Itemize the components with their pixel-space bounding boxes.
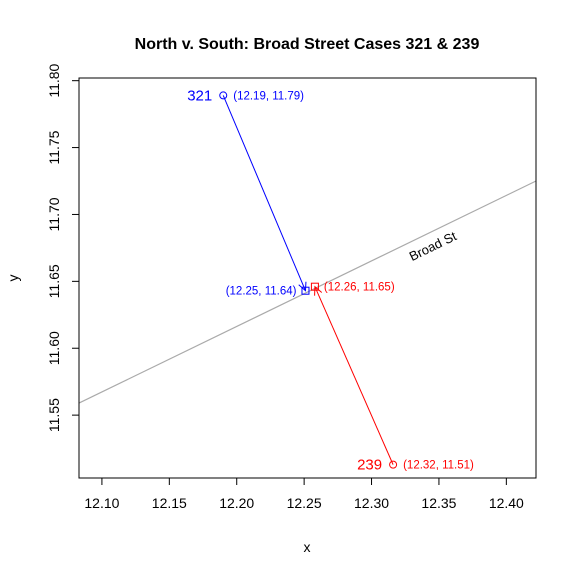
case-arrow xyxy=(314,286,394,465)
arrow-head xyxy=(314,285,323,296)
street-point-label: (12.26, 11.65) xyxy=(324,282,395,294)
x-tick-label: 12.20 xyxy=(219,495,254,511)
x-axis: 12.10 12.15 12.20 12.25 12.30 12.35 12.40 xyxy=(84,478,524,511)
case-321: 321 (12.19, 11.79) (12.25, 11.64) xyxy=(187,87,310,298)
broad-street-label: Broad St xyxy=(407,228,459,264)
chart-title: North v. South: Broad Street Cases 321 &… xyxy=(135,36,480,53)
y-tick-label: 11.60 xyxy=(46,331,62,365)
case-point xyxy=(389,460,398,469)
street-point-label: (12.25, 11.64) xyxy=(226,286,297,298)
y-tick-label: 11.80 xyxy=(46,63,62,97)
case-239: 239 (12.32, 11.51) (12.26, 11.65) xyxy=(310,282,474,474)
case-point-label: (12.19, 11.79) xyxy=(233,90,304,102)
x-tick-label: 12.30 xyxy=(354,495,389,511)
y-tick-label: 11.65 xyxy=(46,264,62,298)
broad-street-line xyxy=(79,180,536,404)
street-point xyxy=(301,286,310,295)
x-tick-label: 12.35 xyxy=(421,495,456,511)
case-arrow xyxy=(222,95,306,291)
arrow-head xyxy=(298,281,307,292)
y-tick-label: 11.70 xyxy=(46,197,62,231)
plot-frame xyxy=(78,77,537,479)
case-number-label: 239 xyxy=(357,457,382,474)
y-axis-label: y xyxy=(5,275,21,282)
x-tick-label: 12.25 xyxy=(287,495,322,511)
case-point xyxy=(219,91,228,100)
x-tick-label: 12.10 xyxy=(84,495,119,511)
x-tick-label: 12.15 xyxy=(152,495,187,511)
street-layer xyxy=(79,180,536,404)
y-axis: 11.55 11.60 11.65 11.70 11.75 11.80 xyxy=(46,63,79,432)
y-tick-label: 11.55 xyxy=(46,398,62,432)
y-tick-label: 11.75 xyxy=(46,130,62,164)
case-point-label: (12.32, 11.51) xyxy=(403,460,474,472)
x-tick-label: 12.40 xyxy=(489,495,524,511)
case-number-label: 321 xyxy=(187,87,212,104)
cases-layer: 321 (12.19, 11.79) (12.25, 11.64) 239 (12.32… xyxy=(187,87,474,473)
street-point xyxy=(310,282,319,291)
x-axis-label: x xyxy=(304,539,311,555)
